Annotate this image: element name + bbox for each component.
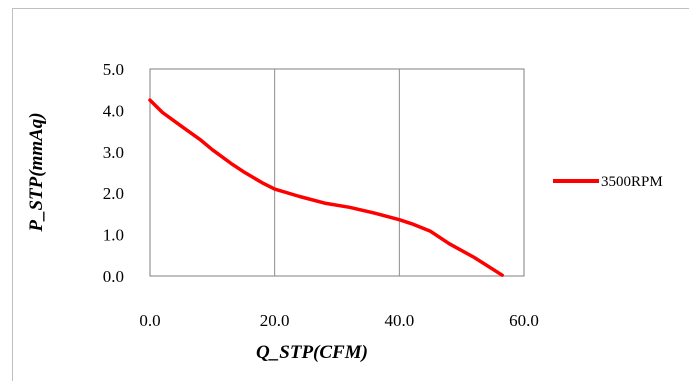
legend-label: 3500RPM <box>601 174 663 190</box>
x-tick-labels: 0.0 20.0 40.0 60.0 <box>139 311 539 330</box>
series-line-3500RPM <box>148 98 504 277</box>
y-tick-label: 5.0 <box>103 60 124 79</box>
x-tick-label: 0.0 <box>139 311 160 330</box>
x-tick-label: 20.0 <box>260 311 290 330</box>
x-tick-label: 40.0 <box>384 311 414 330</box>
y-axis-title: P_STP(mmAq) <box>26 112 47 232</box>
legend: 3500RPM <box>553 174 663 190</box>
y-tick-label: 3.0 <box>103 143 124 162</box>
y-tick-label: 2.0 <box>103 184 124 203</box>
y-tick-label: 0.0 <box>103 267 124 286</box>
x-tick-label: 60.0 <box>509 311 539 330</box>
y-tick-labels: 0.0 1.0 2.0 3.0 4.0 5.0 <box>103 60 124 286</box>
series-lines <box>148 98 504 277</box>
y-tick-label: 1.0 <box>103 226 124 245</box>
plot-area <box>149 68 525 277</box>
x-axis-title: Q_STP(CFM) <box>256 342 368 363</box>
chart-frame <box>12 8 689 381</box>
gridlines <box>274 69 400 276</box>
y-tick-label: 4.0 <box>103 101 124 120</box>
